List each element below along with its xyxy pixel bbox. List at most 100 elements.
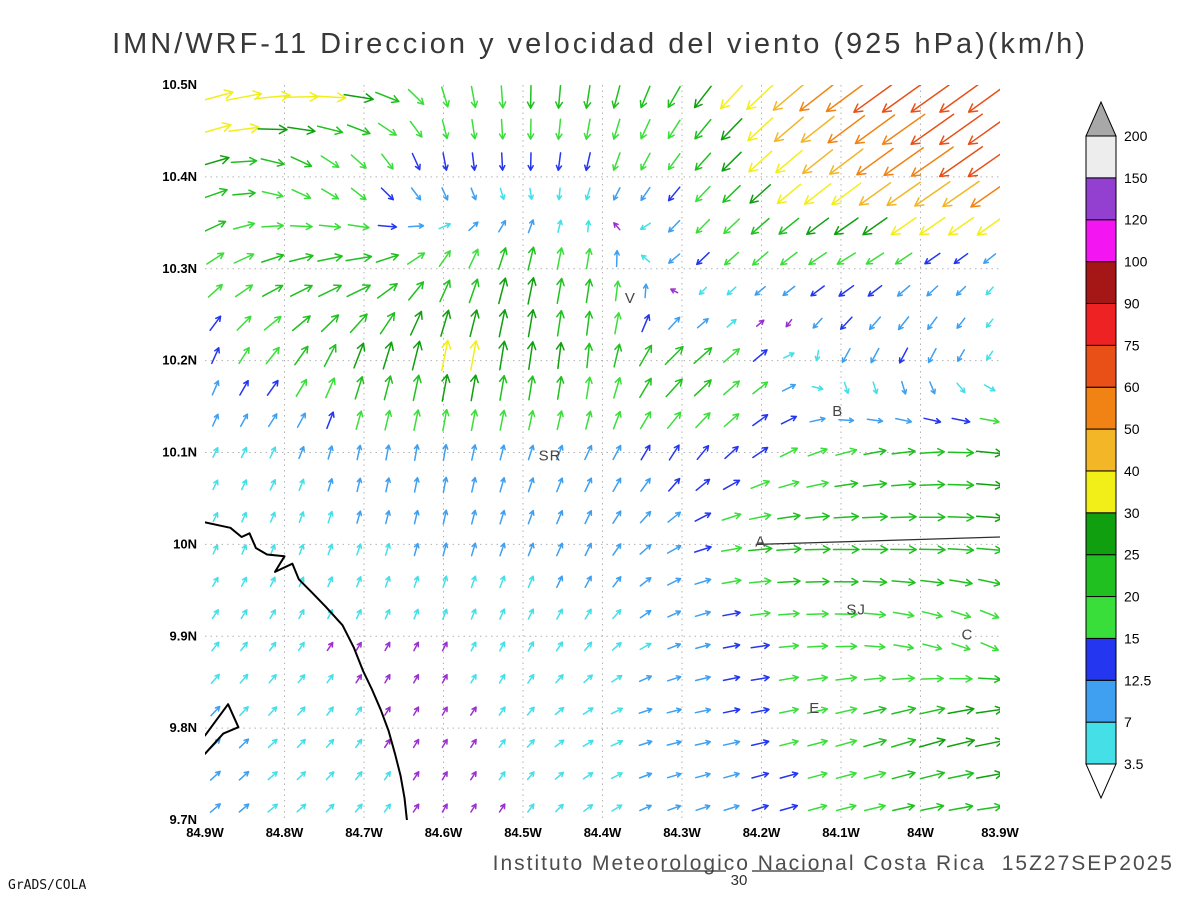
wind-arrow [376, 283, 398, 299]
wind-arrow [382, 341, 394, 370]
wind-arrow [527, 341, 537, 370]
wind-arrow [749, 610, 771, 618]
wind-arrow [956, 349, 966, 362]
wind-arrow [985, 318, 994, 328]
wind-arrow [470, 542, 478, 557]
wind-arrow [240, 576, 248, 587]
wind-arrow [441, 373, 451, 402]
wind-arrow [773, 116, 804, 143]
grads-credit: GrADS/COLA [8, 878, 87, 893]
wind-arrow [868, 316, 882, 331]
wind-arrow [345, 253, 373, 262]
wind-arrow [693, 347, 713, 365]
wind-arrow [639, 377, 652, 399]
wind-arrow [719, 85, 744, 110]
wind-arrow [667, 219, 681, 233]
colorbar-segment [1085, 219, 1117, 263]
wind-arrow [641, 314, 651, 333]
wind-arrow [833, 577, 859, 586]
wind-arrow [807, 771, 828, 779]
wind-arrow [327, 510, 334, 524]
wind-arrow [584, 510, 593, 525]
wind-arrow [668, 316, 681, 330]
wind-arrow [313, 92, 347, 103]
wind-arrow [470, 118, 478, 140]
wind-arrow [929, 381, 936, 395]
wind-arrow [947, 216, 975, 236]
wind-arrow [810, 285, 825, 297]
wind-arrow [950, 610, 972, 620]
wind-arrow [498, 738, 506, 749]
wind-arrow [407, 223, 425, 229]
wind-arrow [955, 285, 967, 296]
wind-arrow [439, 279, 451, 303]
wind-arrow [211, 641, 220, 652]
wind-arrow [667, 804, 682, 812]
wind-arrow [806, 642, 829, 650]
wind-arrow [613, 222, 621, 231]
wind-arrow [890, 737, 917, 748]
wind-vector-field [205, 85, 1000, 813]
wind-arrow [468, 278, 480, 304]
wind-arrow [698, 286, 708, 296]
colorbar-label: 25 [1124, 547, 1140, 563]
wind-arrow [967, 121, 1000, 146]
wind-arrow [470, 738, 477, 749]
wind-arrow [355, 641, 362, 652]
wind-arrow [808, 251, 827, 266]
wind-arrow [805, 577, 830, 586]
wind-arrow [806, 610, 829, 618]
wind-arrow [640, 444, 651, 461]
wind-arrow [612, 444, 622, 461]
wind-arrow [639, 642, 652, 651]
wind-arrow [527, 673, 535, 684]
wind-arrow [210, 673, 220, 684]
wind-arrow [694, 771, 711, 779]
wind-arrow [356, 510, 363, 524]
wind-arrow [782, 285, 796, 297]
colorbar-segment [1085, 177, 1117, 221]
wind-arrow [527, 375, 536, 401]
wind-arrow [696, 444, 710, 461]
wind-arrow [667, 152, 681, 171]
wind-arrow [696, 317, 709, 329]
wind-arrow [666, 675, 682, 682]
wind-arrow [834, 610, 858, 619]
wind-arrow [919, 770, 946, 780]
wind-arrow [582, 739, 594, 748]
wind-arrow [923, 417, 942, 425]
wind-arrow [778, 217, 800, 235]
chart-title: IMN/WRF-11 Direccion y velocidad del vie… [112, 28, 1088, 60]
colorbar-segment [1085, 637, 1117, 681]
wind-arrow [241, 511, 248, 523]
wind-arrow [949, 578, 973, 587]
wind-arrow [640, 186, 651, 202]
wind-arrow [498, 340, 509, 371]
wind-arrow [356, 477, 363, 493]
wind-arrow [498, 85, 507, 109]
coastline-group [205, 521, 408, 820]
wind-arrow [835, 447, 858, 456]
wind-arrow [269, 479, 277, 491]
wind-arrow [409, 310, 423, 336]
wind-arrow [947, 512, 975, 522]
wind-arrow [827, 114, 866, 144]
wind-arrow [526, 85, 535, 109]
wind-arrow [205, 187, 228, 199]
wind-arrow [639, 609, 652, 619]
wind-arrow [867, 284, 883, 297]
wind-arrow [413, 444, 420, 461]
wind-arrow [498, 706, 506, 716]
wind-arrow [442, 152, 449, 171]
wind-arrow [752, 446, 769, 459]
wind-arrow [812, 317, 823, 329]
wind-arrow [918, 512, 946, 522]
wind-arrow [799, 85, 835, 112]
wind-arrow [920, 578, 945, 587]
wind-arrow [413, 509, 420, 525]
wind-arrow [326, 411, 335, 430]
wind-arrow [910, 146, 954, 177]
wind-arrow [206, 252, 225, 265]
wind-arrow [667, 85, 681, 108]
